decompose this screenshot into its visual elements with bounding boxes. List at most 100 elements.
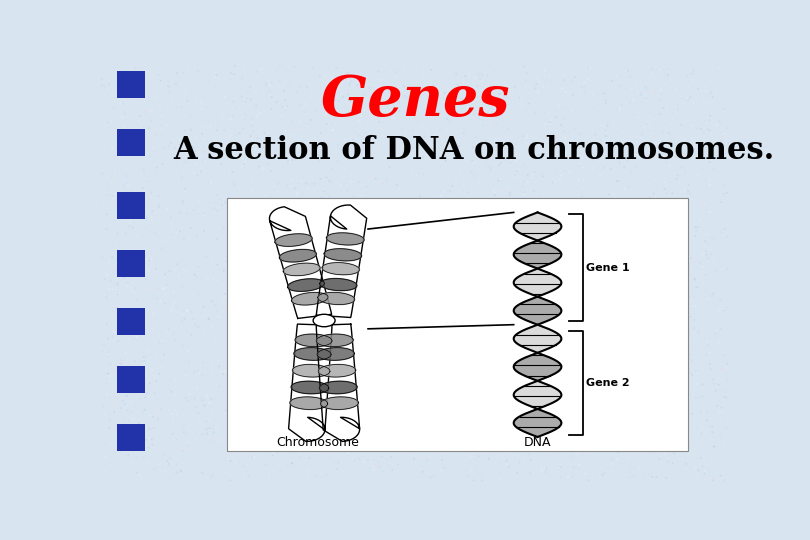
Point [676, 289, 689, 298]
Point [551, 78, 564, 86]
Point [691, 423, 704, 431]
Point [161, 98, 174, 107]
Point [487, 66, 500, 75]
Point [168, 298, 181, 307]
Point [690, 124, 703, 132]
Point [299, 100, 312, 109]
Point [229, 256, 242, 265]
Point [720, 265, 733, 273]
Point [364, 248, 377, 256]
Point [290, 411, 303, 420]
Point [441, 114, 454, 123]
Point [526, 293, 539, 302]
Point [603, 190, 616, 199]
Point [103, 285, 116, 293]
Point [435, 196, 448, 205]
Point [467, 143, 480, 152]
Point [683, 300, 696, 308]
Point [297, 320, 310, 328]
Point [446, 403, 459, 411]
Point [138, 336, 151, 345]
Point [479, 91, 492, 99]
Point [637, 152, 650, 160]
Point [326, 125, 339, 134]
Point [656, 236, 669, 245]
Point [616, 272, 629, 280]
Point [679, 322, 692, 330]
Point [629, 225, 642, 233]
Point [489, 222, 502, 231]
Point [490, 199, 503, 207]
Point [581, 144, 594, 152]
Point [495, 105, 508, 113]
Point [636, 112, 649, 121]
Point [558, 114, 571, 123]
Point [310, 202, 323, 211]
Point [469, 435, 482, 444]
Point [554, 472, 567, 481]
Point [369, 288, 382, 296]
Point [269, 375, 282, 384]
Point [130, 204, 143, 212]
Point [721, 124, 734, 132]
Point [437, 449, 450, 458]
Point [104, 416, 117, 424]
Point [106, 365, 119, 374]
Point [409, 257, 422, 266]
Point [343, 82, 356, 90]
Point [722, 136, 735, 144]
Point [466, 207, 479, 216]
Point [254, 255, 266, 264]
Point [104, 376, 117, 384]
Point [634, 254, 647, 263]
Point [363, 367, 376, 376]
Point [449, 325, 462, 334]
Point [714, 332, 727, 340]
Point [410, 287, 423, 296]
Point [573, 406, 586, 414]
Point [312, 401, 325, 410]
Point [371, 285, 384, 294]
Point [718, 277, 731, 286]
Point [330, 340, 343, 348]
Point [557, 440, 570, 448]
Point [211, 381, 224, 389]
Point [125, 292, 138, 301]
Point [230, 224, 243, 233]
Point [480, 332, 493, 341]
Point [494, 159, 507, 167]
Point [173, 191, 185, 199]
Point [256, 369, 269, 378]
Point [414, 157, 427, 165]
Point [676, 95, 689, 104]
Point [681, 334, 694, 342]
Point [503, 159, 516, 167]
Point [539, 468, 552, 476]
Point [357, 346, 370, 355]
Point [641, 447, 654, 456]
Point [118, 400, 131, 408]
Point [481, 161, 494, 170]
Point [719, 423, 732, 432]
Point [616, 241, 629, 249]
Point [502, 246, 515, 254]
Point [334, 236, 347, 245]
Point [500, 379, 513, 387]
Point [693, 337, 706, 346]
Point [377, 316, 390, 325]
Point [467, 476, 480, 484]
Point [672, 287, 685, 295]
Point [345, 172, 358, 180]
Point [146, 207, 159, 215]
Point [308, 373, 321, 382]
Point [659, 70, 671, 79]
Point [565, 396, 578, 405]
Point [701, 341, 714, 349]
Point [358, 105, 371, 114]
Point [257, 164, 270, 172]
Point [365, 166, 378, 174]
Point [714, 386, 727, 394]
Point [209, 449, 222, 457]
Point [282, 194, 295, 202]
Point [247, 351, 260, 360]
